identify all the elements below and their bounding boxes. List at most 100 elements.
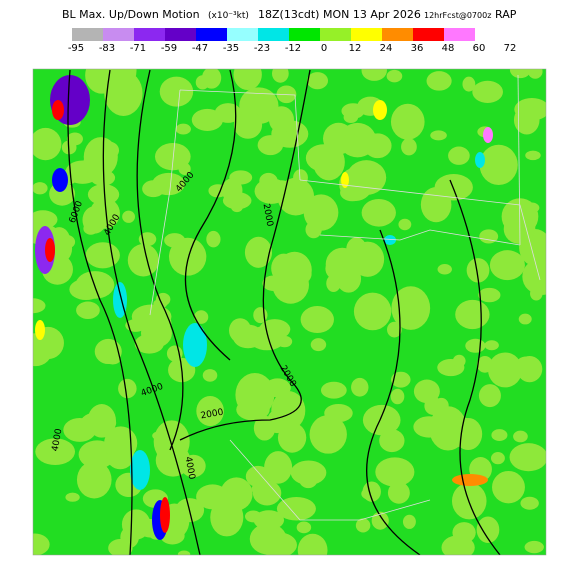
colorbar-label: -71 xyxy=(130,43,146,54)
field-patch xyxy=(271,69,289,83)
field-patch xyxy=(297,533,328,555)
field-patch xyxy=(346,160,387,196)
field-patch xyxy=(490,452,505,465)
contour-line xyxy=(179,69,311,441)
field-patch xyxy=(177,550,191,555)
field-patch xyxy=(35,438,76,465)
field-patch xyxy=(105,354,121,365)
field-patch xyxy=(152,431,168,441)
color-swatch xyxy=(72,28,103,41)
contour-line xyxy=(449,179,501,555)
field-patch xyxy=(312,143,345,181)
field-patch xyxy=(437,264,452,275)
field-patch xyxy=(87,184,120,206)
field-blob xyxy=(130,450,150,490)
field-patch xyxy=(246,93,261,111)
map-frame xyxy=(32,68,547,556)
field-patch xyxy=(479,229,499,244)
field-patch xyxy=(298,469,318,489)
color-swatch xyxy=(413,28,444,41)
field-blob xyxy=(52,100,64,120)
field-patch xyxy=(208,184,228,198)
field-patch xyxy=(387,321,402,338)
field-patch xyxy=(478,384,501,408)
field xyxy=(33,69,546,555)
field-patch xyxy=(362,404,401,436)
field-patch xyxy=(89,197,120,229)
color-swatch xyxy=(382,28,413,41)
field-patch xyxy=(33,533,50,555)
field-patch xyxy=(85,242,120,269)
field-patch xyxy=(296,521,312,534)
field-patch xyxy=(196,484,230,510)
field-patch xyxy=(320,381,347,399)
colorbar-label: 60 xyxy=(473,43,486,54)
field-patch xyxy=(154,142,191,171)
field-patch xyxy=(33,127,62,161)
units: (x10⁻³kt) xyxy=(208,11,249,21)
field-patch xyxy=(344,133,358,143)
field-patch xyxy=(509,443,546,472)
color-swatch xyxy=(227,28,258,41)
field-blob xyxy=(183,323,207,367)
color-swatch xyxy=(258,28,289,41)
field-patch xyxy=(300,305,334,334)
field-patch xyxy=(271,253,297,283)
field-patch xyxy=(277,177,315,216)
colorbar-label: -35 xyxy=(223,43,239,54)
field-patch xyxy=(491,429,508,442)
field-patch xyxy=(33,333,53,367)
field-patch xyxy=(379,429,405,453)
field-patch xyxy=(430,130,447,141)
field-patch xyxy=(513,105,540,135)
color-swatch xyxy=(320,28,351,41)
state-boundary xyxy=(149,89,181,316)
field-patch xyxy=(65,492,80,502)
field-patch xyxy=(33,182,48,195)
colorbar-label: 0 xyxy=(321,43,327,54)
field-patch xyxy=(478,287,501,303)
field-patch xyxy=(222,192,252,210)
field-patch xyxy=(233,69,262,91)
field-patch xyxy=(236,398,270,421)
field-patch xyxy=(220,477,253,511)
field-patch xyxy=(324,403,353,423)
field-blob xyxy=(483,127,493,143)
field-patch xyxy=(201,69,222,89)
field-patch xyxy=(159,76,194,107)
color-swatch xyxy=(444,28,475,41)
contour-line xyxy=(184,69,237,361)
field-patch xyxy=(525,150,541,161)
field-patch xyxy=(168,237,207,276)
state-boundary xyxy=(319,229,521,246)
colorbar-label: -47 xyxy=(192,43,208,54)
field-patch xyxy=(509,69,531,79)
field-patch xyxy=(351,377,369,397)
field-patch xyxy=(69,278,103,301)
field-patch xyxy=(524,540,544,554)
field-patch xyxy=(492,470,525,504)
field-patch xyxy=(142,180,165,198)
field-patch xyxy=(202,369,218,382)
valid-time: 18Z(13cdt) MON 13 Apr 2026 xyxy=(258,8,421,21)
field-patch xyxy=(371,511,389,530)
field-patch xyxy=(233,110,263,139)
field-patch xyxy=(244,236,273,268)
field-patch xyxy=(268,106,295,133)
field-patch xyxy=(524,202,540,213)
field-patch xyxy=(489,250,525,281)
state-boundary xyxy=(517,74,521,246)
state-boundary xyxy=(299,179,541,281)
field-patch xyxy=(516,356,543,383)
field-patch xyxy=(520,496,539,510)
contour-label: 2000 xyxy=(200,408,225,422)
colorbar-label: 36 xyxy=(411,43,424,54)
state-boundary xyxy=(229,439,431,521)
model: RAP xyxy=(495,8,517,21)
field-patch xyxy=(390,388,405,405)
field-patch xyxy=(264,451,293,484)
field-patch xyxy=(455,299,490,330)
field-patch xyxy=(191,108,224,131)
